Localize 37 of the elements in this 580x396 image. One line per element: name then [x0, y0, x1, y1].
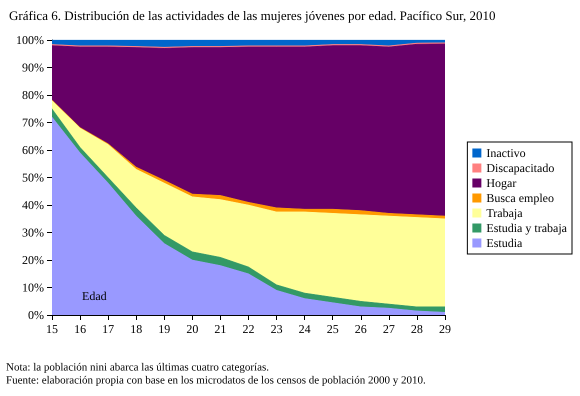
legend-label: Discapacitado [486, 161, 554, 175]
x-tick-label: 19 [158, 322, 170, 336]
y-tick-label: 50% [22, 170, 44, 184]
x-tick-label: 26 [354, 322, 367, 336]
x-tick-label: 21 [214, 322, 226, 336]
legend-label: Estudia y trabaja [486, 221, 568, 235]
chart-title: Gráfica 6. Distribución de las actividades de las mujeres jóvenes por edad. Pacífico Sur, 2010 [9, 8, 496, 23]
source-note: Fuente: elaboración propia con base en los microdatos de los censos de población 2000 y 2010. [6, 374, 426, 386]
x-tick-label: 17 [102, 322, 114, 336]
x-tick-label: 25 [326, 322, 339, 336]
legend-label: Trabaja [486, 206, 524, 220]
x-tick-label: 18 [130, 322, 142, 336]
legend-label: Inactivo [486, 146, 526, 160]
y-tick-label: 80% [22, 88, 44, 102]
y-tick-label: 20% [22, 253, 44, 267]
y-tick-label: 90% [22, 60, 44, 74]
y-tick-label: 70% [22, 116, 44, 130]
x-axis-title: Edad [82, 289, 107, 303]
y-tick-label: 40% [22, 198, 44, 212]
y-tick-label: 30% [22, 226, 44, 240]
x-tick-label: 27 [382, 322, 395, 336]
x-tick-label: 22 [242, 322, 254, 336]
x-tick-label: 15 [46, 322, 58, 336]
y-tick-label: 0% [28, 308, 44, 322]
x-tick-label: 16 [74, 322, 86, 336]
text: Nota: la población nini abarca las últimas cuatro categorías. [6, 362, 270, 374]
y-tick-label: 60% [22, 143, 44, 157]
x-tick-label: 24 [298, 322, 311, 336]
x-tick-label: 20 [186, 322, 198, 336]
x-tick-label: 29 [439, 322, 451, 336]
y-tick-label: 100% [16, 33, 44, 47]
x-tick-label: 28 [410, 322, 423, 336]
legend-label: Estudia [486, 236, 524, 250]
y-tick-label: 10% [22, 280, 44, 294]
x-tick-label: 23 [270, 322, 283, 336]
legend-label: Busca empleo [486, 191, 554, 205]
legend-label: Hogar [486, 176, 516, 190]
